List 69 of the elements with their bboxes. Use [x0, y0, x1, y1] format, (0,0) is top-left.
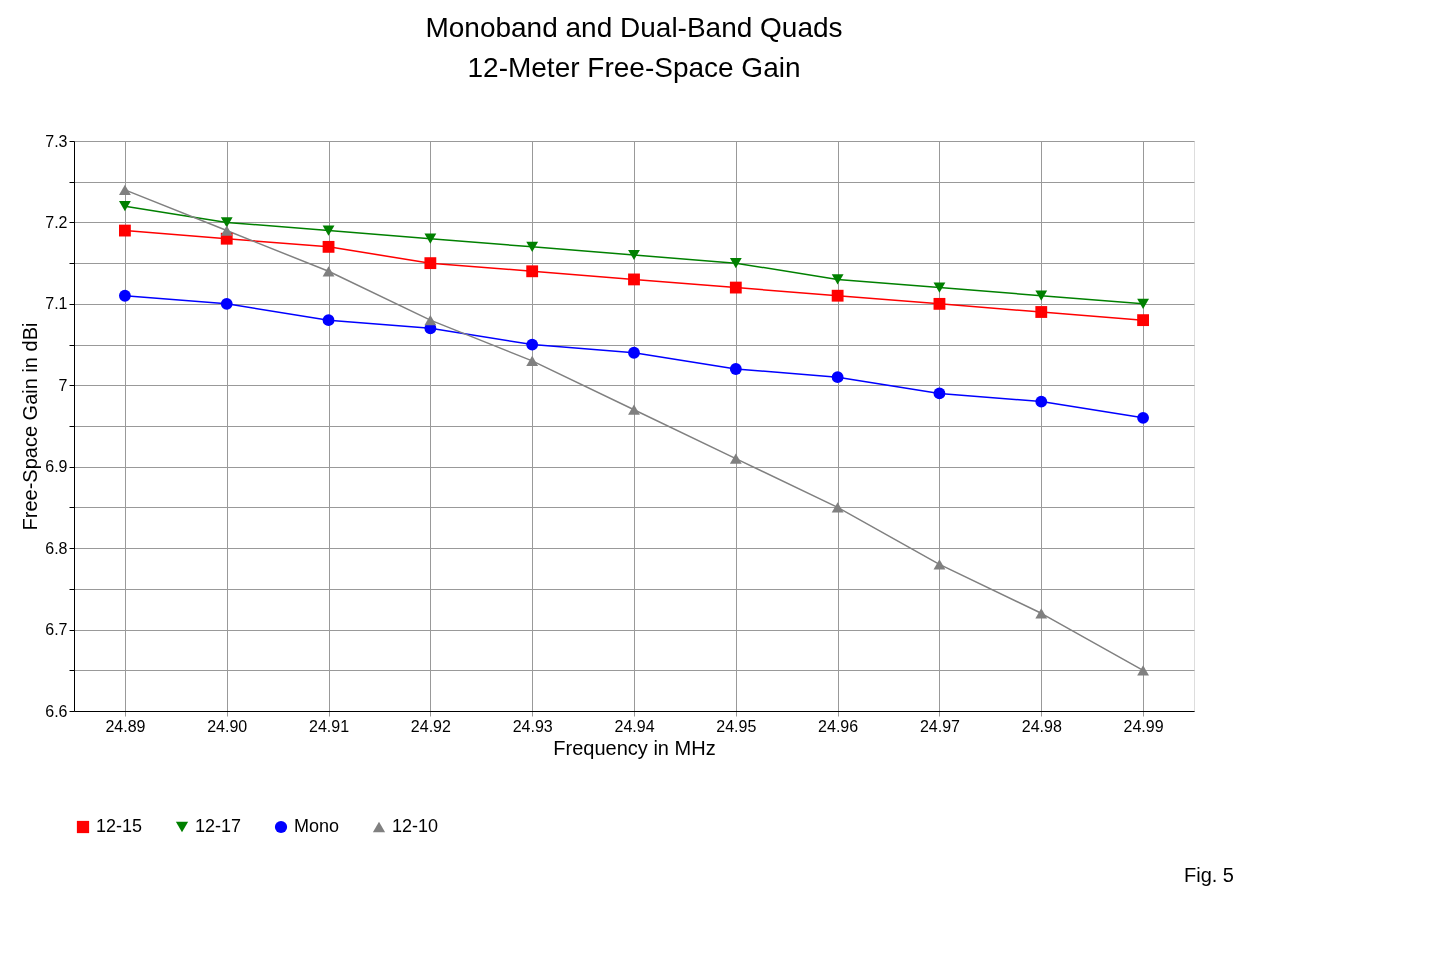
point	[322, 314, 335, 327]
point	[118, 201, 131, 212]
point	[729, 281, 742, 294]
x-axis-title: Frequency in MHz	[553, 736, 716, 759]
point	[729, 453, 742, 464]
point	[322, 240, 335, 253]
point	[526, 355, 539, 366]
legend-label: 12-10	[392, 816, 439, 836]
point	[933, 282, 946, 293]
y-tick-label: 6.9	[45, 458, 68, 476]
point	[628, 404, 640, 415]
point	[1137, 314, 1150, 327]
point	[220, 225, 233, 236]
x-tick-label: 24.99	[1123, 717, 1164, 735]
y-axis-title: Free-Space Gain in dBi	[19, 322, 42, 531]
point	[1137, 298, 1150, 309]
y-tick-label: 6.8	[45, 539, 68, 557]
x-tick-label: 24.91	[309, 717, 350, 735]
point	[933, 297, 946, 310]
point	[1137, 665, 1150, 676]
point	[424, 257, 437, 270]
point	[526, 265, 539, 278]
legend-label: 12-17	[195, 816, 242, 836]
point	[831, 274, 844, 285]
x-tick-label: 24.90	[207, 717, 248, 735]
y-tick-label: 6.7	[45, 621, 68, 639]
point	[424, 233, 437, 244]
x-tick-label: 24.96	[818, 717, 859, 735]
point	[322, 225, 335, 236]
point	[831, 371, 844, 384]
y-tick-label: 6.6	[45, 702, 68, 720]
x-tick-label: 24.94	[614, 717, 655, 735]
y-tick-label: 7	[58, 376, 68, 394]
point	[1035, 395, 1048, 408]
caption: Fig. 5	[1183, 864, 1234, 886]
x-tick-label: 24.98	[1021, 717, 1062, 735]
y-tick-label: 7.1	[45, 295, 68, 313]
point	[118, 289, 131, 302]
point	[1137, 411, 1150, 424]
x-tick-label: 24.97	[919, 717, 961, 735]
point	[628, 346, 640, 359]
point	[220, 217, 233, 228]
point	[424, 315, 437, 326]
point	[831, 289, 844, 302]
point	[933, 559, 946, 570]
x-tick-label: 24.93	[512, 717, 553, 735]
point	[526, 338, 539, 351]
point	[729, 258, 742, 269]
point	[933, 387, 946, 400]
point	[1035, 608, 1048, 619]
point	[1035, 306, 1048, 318]
x-tick-label: 24.89	[105, 717, 146, 735]
x-tick-label: 24.95	[716, 717, 757, 735]
point	[628, 249, 640, 261]
point	[729, 363, 742, 375]
legend-label: 12-15	[96, 816, 143, 836]
point	[118, 184, 131, 195]
chart-title: Monoband and Dual-Band Quads 12-Meter Free-Space Gain	[425, 12, 843, 83]
point	[831, 502, 844, 513]
point	[220, 297, 233, 310]
point	[1035, 290, 1048, 301]
legend-label: Mono	[294, 816, 340, 836]
point	[118, 224, 131, 237]
point	[628, 273, 640, 286]
y-tick-label: 7.3	[45, 132, 68, 150]
point	[322, 266, 335, 277]
point	[526, 241, 539, 252]
y-tick-label: 7.2	[45, 213, 68, 231]
x-tick-label: 24.92	[410, 717, 451, 735]
